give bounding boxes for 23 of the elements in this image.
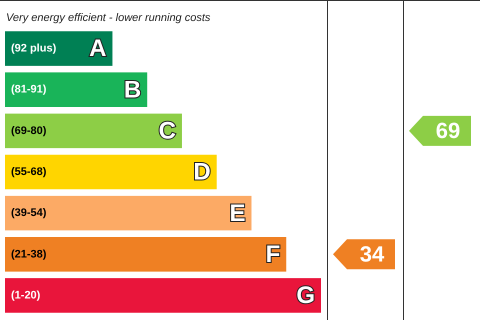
bar [5, 154, 217, 190]
bar [5, 114, 182, 148]
annotation: B [124, 76, 142, 104]
annotation: G [296, 282, 315, 310]
annotation: C [158, 117, 176, 144]
y-tick-label: (55-68) [11, 166, 47, 178]
y-tick-label: (92 plus) [11, 42, 57, 55]
y-tick-label: (81-91) [11, 84, 47, 96]
chart-title: Very energy efficient - lower running costs [6, 12, 211, 24]
text: 69 [436, 118, 460, 143]
bar [5, 72, 148, 107]
bar [5, 278, 321, 313]
y-tick-label: (21-38) [11, 248, 47, 260]
text: 34 [360, 241, 385, 266]
bar [5, 196, 252, 230]
y-tick-label: (69-80) [11, 124, 47, 137]
annotation: D [193, 158, 211, 186]
y-tick-label: (1-20) [11, 289, 41, 302]
annotation: A [89, 35, 106, 62]
y-tick-label: (39-54) [11, 207, 47, 220]
annotation: F [266, 240, 280, 268]
annotation: E [229, 200, 246, 227]
bar [5, 237, 286, 272]
